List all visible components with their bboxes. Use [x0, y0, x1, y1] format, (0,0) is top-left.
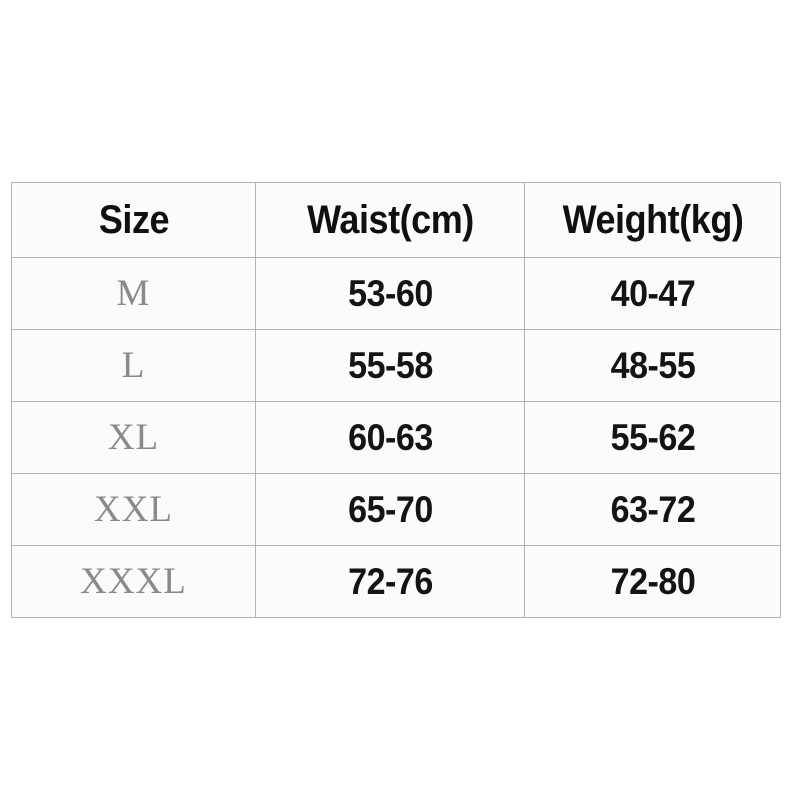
table-body: M 53-60 40-47 L 55-58 48-55 XL: [11, 257, 781, 618]
column-header-waist: Waist(cm): [268, 182, 512, 258]
cell-size: XXL: [11, 473, 256, 546]
cell-size: L: [11, 329, 256, 402]
cell-weight-value: 72-80: [610, 560, 695, 602]
table-header: Size Waist(cm) Weight(kg): [12, 182, 781, 258]
cell-weight: 72-80: [534, 545, 771, 618]
cell-weight-value: 63-72: [610, 488, 695, 530]
cell-weight-value: 55-62: [610, 416, 695, 458]
cell-size: M: [11, 257, 256, 330]
column-header-weight-label: Weight(kg): [562, 197, 743, 242]
cell-waist-value: 65-70: [347, 488, 433, 530]
cell-waist-value: 72-76: [347, 560, 433, 602]
cell-waist: 65-70: [265, 473, 515, 546]
cell-waist: 60-63: [265, 401, 515, 474]
cell-weight: 55-62: [534, 401, 771, 474]
header-row: Size Waist(cm) Weight(kg): [12, 182, 781, 258]
cell-waist-value: 53-60: [347, 272, 433, 314]
cell-waist-value: 60-63: [347, 416, 433, 458]
table-row: XXL 65-70 63-72: [11, 473, 781, 546]
cell-size: XXXL: [11, 545, 256, 618]
table-row: M 53-60 40-47: [11, 257, 781, 330]
table-row: XXXL 72-76 72-80: [11, 545, 781, 618]
column-header-size-label: Size: [98, 197, 169, 242]
cell-size: XL: [11, 401, 256, 474]
cell-waist-value: 55-58: [347, 344, 433, 386]
size-chart-container: Size Waist(cm) Weight(kg) M 53-60 40-47: [11, 182, 781, 618]
cell-weight-value: 40-47: [610, 272, 695, 314]
table-row: XL 60-63 55-62: [11, 401, 781, 474]
cell-waist: 55-58: [265, 329, 515, 402]
cell-weight-value: 48-55: [610, 344, 695, 386]
cell-weight: 63-72: [534, 473, 771, 546]
cell-waist: 53-60: [265, 257, 515, 330]
column-header-weight: Weight(kg): [536, 182, 769, 258]
cell-weight: 48-55: [534, 329, 771, 402]
size-chart-table: Size Waist(cm) Weight(kg) M 53-60 40-47: [11, 182, 781, 618]
column-header-waist-label: Waist(cm): [306, 197, 474, 242]
cell-waist: 72-76: [265, 545, 515, 618]
table-row: L 55-58 48-55: [11, 329, 781, 402]
column-header-size: Size: [23, 182, 244, 258]
cell-weight: 40-47: [534, 257, 771, 330]
